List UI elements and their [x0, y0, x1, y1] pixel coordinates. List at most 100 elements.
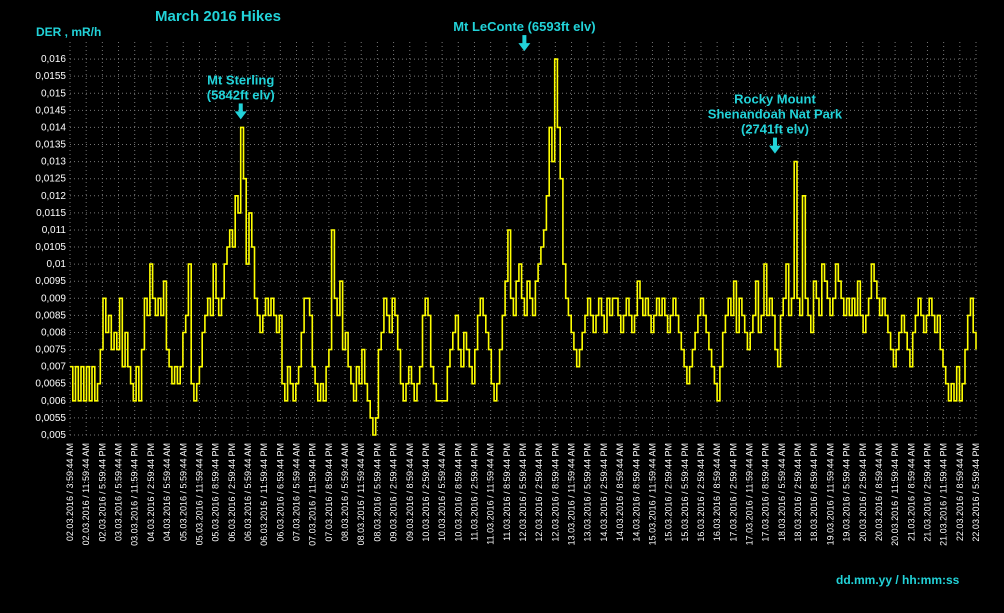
y-axis-label: DER , mR/h [36, 25, 101, 39]
x-tick-label: 02.03.2016 / 5:59:44 PM [97, 443, 107, 542]
annotation-arrowhead-icon [768, 145, 781, 154]
x-tick-label: 22.03.2016 / 5:59:44 PM [971, 443, 981, 542]
y-tick-label: 0,0135 [35, 140, 66, 151]
y-tick-label: 0,0095 [35, 276, 66, 287]
series-line [70, 58, 977, 436]
x-tick-label: 19.03.2016 / 5:59:44 PM [842, 443, 852, 542]
x-tick-label: 10.03.2016 / 5:59:44 AM [437, 443, 447, 541]
y-tick-label: 0,0125 [35, 174, 66, 185]
x-tick-label: 05.03.2016 / 5:59:44 AM [178, 443, 188, 541]
x-tick-label: 09.03.2016 / 8:59:44 AM [405, 443, 415, 541]
x-tick-label: 20.03.2016 / 11:59:44 PM [890, 443, 900, 546]
y-tick-label: 0,016 [41, 54, 66, 65]
x-tick-label: 06.03.2016 / 5:59:44 AM [243, 443, 253, 541]
x-tick-label: 04.03.2016 / 5:59:44 AM [162, 443, 172, 541]
y-tick-label: 0,014 [41, 122, 66, 133]
chart-title: March 2016 Hikes [155, 8, 281, 25]
annotation-arrow-icon [238, 103, 243, 113]
x-tick-label: 15.03.2016 / 11:59:44 AM [647, 443, 657, 545]
x-tick-label: 12.03.2016 / 5:59:44 PM [518, 443, 528, 542]
annotation-arrow-icon [772, 137, 777, 147]
x-tick-label: 22.03.2016 / 8:59:44 AM [955, 443, 965, 541]
y-tick-labels: 0,005 0,0055 0,006 0,0065 0,007 0,0075 0,008 0,… [35, 54, 66, 441]
x-tick-label: 20.03.2016 / 8:59:44 AM [874, 443, 884, 541]
y-tick-label: 0,015 [41, 88, 66, 99]
x-tick-label: 11.03.2016 / 11:59:44 AM [486, 443, 496, 545]
x-tick-label: 06.03.2016 / 11:59:44 PM [259, 443, 269, 546]
annotation-label: Shenandoah Nat Park [708, 107, 843, 122]
x-tick-label: 08.03.2016 / 5:59:44 PM [372, 443, 382, 542]
x-tick-label: 11.03.2016 / 8:59:44 PM [502, 443, 512, 541]
x-tick-label: 05.03.2016 / 11:59:44 AM [194, 443, 204, 545]
x-tick-label: 16.03.2016 / 2:59:44 PM [696, 443, 706, 542]
x-tick-label: 20.03.2016 / 2:59:44 PM [858, 443, 868, 542]
y-tick-label: 0,005 [41, 430, 66, 441]
y-tick-label: 0,011 [42, 225, 67, 236]
x-tick-label: 11.03.2016 / 2:59:44 PM [469, 443, 479, 541]
x-tick-label: 14.03.2016 / 8:59:44 AM [615, 443, 625, 541]
x-tick-label: 19.03.2016 / 11:59:44 AM [825, 443, 835, 545]
x-tick-label: 13.03.2016 / 11:59:44 AM [567, 443, 577, 545]
y-tick-label: 0,009 [41, 293, 66, 304]
x-tick-label: 18.03.2016 / 8:59:44 PM [809, 443, 819, 542]
x-tick-label: 12.03.2016 / 8:59:44 PM [550, 443, 560, 542]
y-tick-label: 0,0105 [35, 242, 66, 253]
x-tick-label: 10.03.2016 / 2:59:44 PM [421, 443, 431, 542]
y-tick-label: 0,0065 [35, 379, 66, 390]
annotation-label: Mt LeConte (6593ft elv) [453, 19, 595, 34]
x-tick-label: 21.03.2016 / 8:59:44 AM [906, 443, 916, 541]
annotation-label: Rocky Mount [734, 92, 816, 107]
x-tick-label: 14.03.2016 / 2:59:44 PM [599, 443, 609, 542]
x-tick-label: 12.03.2016 / 2:59:44 PM [534, 443, 544, 542]
x-tick-label: 05.03.2016 / 8:59:44 PM [211, 443, 221, 542]
x-tick-label: 07.03.2016 / 5:59:44 AM [292, 443, 302, 541]
x-tick-label: 14.03.2016 / 8:59:44 PM [631, 443, 641, 542]
x-tick-label: 15.03.2016 / 5:59:44 PM [680, 443, 690, 542]
y-tick-label: 0,0055 [35, 413, 66, 424]
x-tick-label: 07.03.2016 / 11:59:44 PM [308, 443, 318, 546]
x-tick-label: 17.03.2016 / 11:59:44 AM [745, 443, 755, 545]
x-tick-labels: 02.03.2016 / 3:59:44 AM 02.03.2016 / 11:5… [65, 443, 981, 546]
annotation-arrow-icon [522, 35, 527, 45]
x-tick-label: 06.03.2016 / 6:59:44 PM [275, 443, 285, 542]
x-tick-label: 08.03.2016 / 11:59:44 AM [356, 443, 366, 545]
x-tick-label: 08.03.2016 / 5:59:44 AM [340, 443, 350, 541]
x-tick-label: 21.03.2016 / 2:59:44 PM [922, 443, 932, 542]
y-tick-label: 0,013 [41, 157, 66, 168]
x-tick-label: 18.03.2016 / 2:59:44 PM [793, 443, 803, 542]
x-tick-label: 13.03.2016 / 5:59:44 PM [583, 443, 593, 542]
y-tick-label: 0,007 [41, 362, 66, 373]
y-tick-label: 0,01 [47, 259, 67, 270]
x-tick-label: 18.03.2016 / 5:59:44 AM [777, 443, 787, 541]
x-tick-label: 03.03.2016 / 11:59:44 PM [130, 443, 140, 546]
x-tick-label: 21.03.2016 / 11:59:44 PM [939, 443, 949, 546]
x-tick-label: 03.03.2016 / 5:59:44 AM [114, 443, 124, 541]
x-tick-label: 10.03.2016 / 8:59:44 PM [453, 443, 463, 542]
x-tick-label: 02.03.2016 / 3:59:44 AM [65, 443, 75, 541]
x-tick-label: 07.03.2016 / 8:59:44 PM [324, 443, 334, 542]
x-tick-label: 04.03.2016 / 2:59:44 PM [146, 443, 156, 542]
der-series-path [70, 58, 977, 436]
x-tick-label: 15.03.2016 / 2:59:44 PM [664, 443, 674, 542]
y-tick-label: 0,0085 [35, 310, 66, 321]
y-tick-label: 0,006 [41, 396, 66, 407]
x-tick-label: 16.03.2016 / 8:59:44 AM [712, 443, 722, 541]
x-axis-label: dd.mm.yy / hh:mm:ss [836, 573, 960, 587]
y-tick-label: 0,0115 [36, 208, 66, 219]
x-tick-label: 17.03.2016 / 2:59:44 PM [728, 443, 738, 542]
y-tick-label: 0,012 [41, 191, 66, 202]
x-tick-label: 09.03.2016 / 2:59:44 PM [389, 443, 399, 542]
annotation-label: Mt Sterling [207, 72, 274, 87]
y-tick-label: 0,008 [41, 327, 66, 338]
y-tick-label: 0,0075 [35, 345, 66, 356]
x-tick-label: 02.03.2016 / 11:59:44 AM [81, 443, 91, 545]
x-tick-label: 17.03.2016 / 8:59:44 PM [761, 443, 771, 542]
x-tick-label: 06.03.2016 / 2:59:44 PM [227, 443, 237, 542]
annotation-label: (5842ft elv) [207, 87, 275, 102]
y-tick-label: 0,0145 [35, 105, 66, 116]
annotation-label: (2741ft elv) [741, 122, 809, 137]
annotation-arrowhead-icon [518, 43, 531, 52]
annotation-arrowhead-icon [234, 111, 247, 120]
annotations: Mt Sterling(5842ft elv) Mt LeConte (6593f… [207, 19, 843, 154]
